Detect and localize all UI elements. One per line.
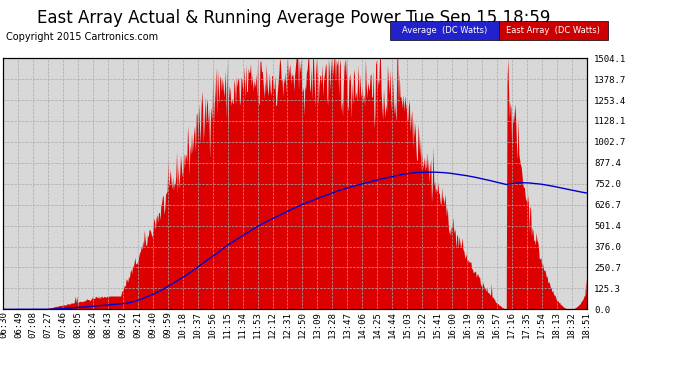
Text: Copyright 2015 Cartronics.com: Copyright 2015 Cartronics.com — [6, 32, 157, 42]
Text: Average  (DC Watts): Average (DC Watts) — [402, 26, 487, 35]
Text: East Array Actual & Running Average Power Tue Sep 15 18:59: East Array Actual & Running Average Powe… — [37, 9, 550, 27]
Text: East Array  (DC Watts): East Array (DC Watts) — [506, 26, 600, 35]
